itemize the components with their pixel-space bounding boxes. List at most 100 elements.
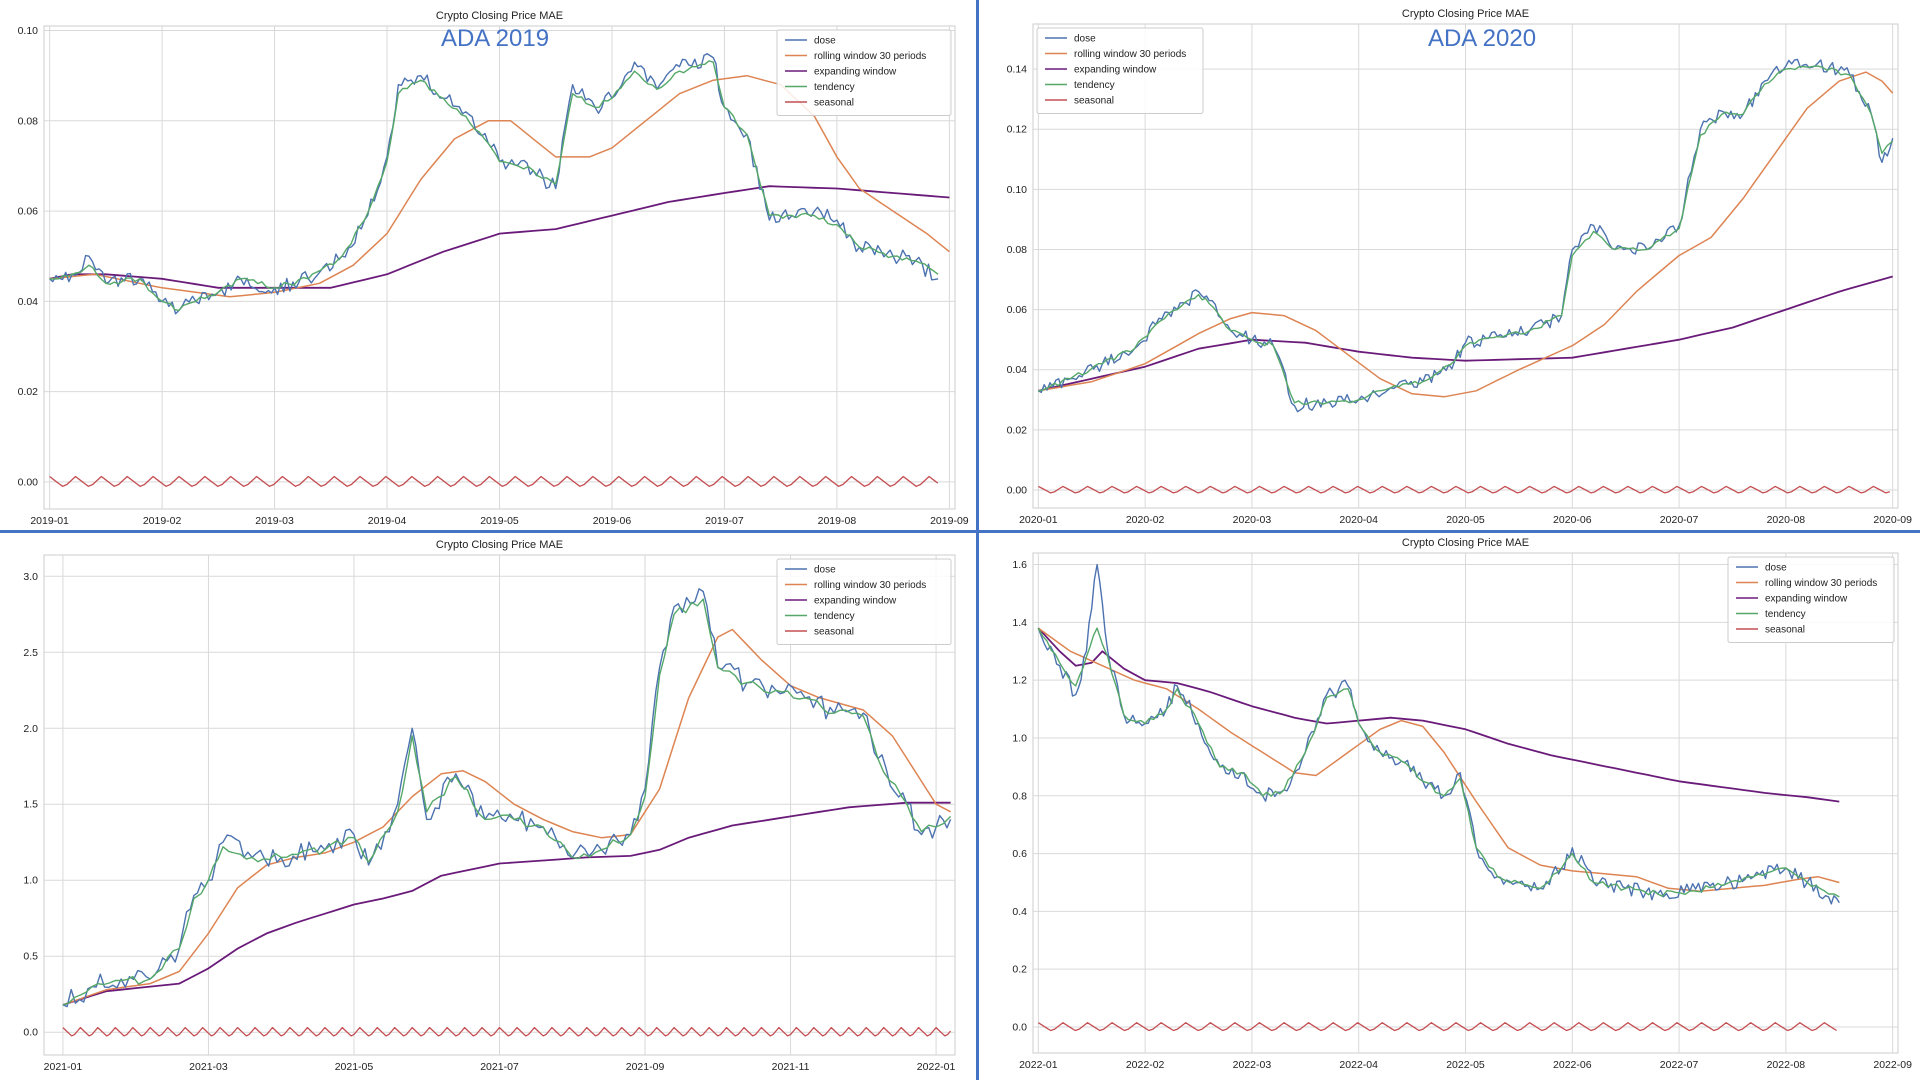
y-tick-label: 0.4 [1012,906,1027,918]
vertical-divider [976,0,979,1080]
y-tick-label: 0.12 [1007,124,1028,136]
y-tick-label: 0.2 [1012,964,1027,976]
y-tick-label: 2.0 [23,723,38,735]
y-tick-label: 0.00 [1007,484,1028,496]
y-tick-label: 0.0 [1012,1021,1027,1033]
series-line-tendency [62,598,952,1006]
y-tick-label: 1.5 [23,799,38,811]
chart-panel-ada-2019: Crypto Closing Price MAE 2019-01 2019-02 20… [0,0,976,531]
series-line-expanding [49,185,950,289]
y-tick-label: 0.06 [1007,304,1028,316]
x-tick-label: 2020-01 [1019,514,1058,526]
y-tick-label: 0.5 [23,951,38,963]
y-tick-label: 1.6 [1012,559,1027,571]
x-tick-label: 2022-01 [1019,1059,1058,1071]
legend-entry-tendency: tendency [1765,609,1806,620]
chart-annotation: ADA 2020 [1428,25,1536,52]
series-line-seasonal [1037,1022,1837,1032]
legend: dose rolling window 30 periods expanding w… [1036,27,1204,114]
x-tick-label: 2022-09 [1873,1059,1912,1071]
series-line-tendency [1038,65,1894,405]
y-tick-label: 0.04 [1007,364,1028,376]
x-tick-label: 2022-05 [1446,1059,1485,1071]
legend-entry-tendency: tendency [814,82,855,93]
chart-title: Crypto Closing Price MAE [436,10,563,22]
y-tick-label: 0.08 [1007,244,1028,256]
y-tick-label: 0.10 [1007,184,1028,196]
x-tick-label: 2022-01 [917,1061,956,1073]
legend-entry-rolling: rolling window 30 periods [814,51,926,62]
y-tick-label: 3.0 [23,571,38,583]
x-tick-label: 2020-06 [1553,514,1592,526]
legend-entry-seasonal: seasonal [814,98,854,109]
x-tick-label: 2021-11 [772,1061,810,1073]
legend-box [1727,556,1895,643]
x-tick-label: 2020-02 [1126,514,1165,526]
legend: dose rolling window 30 periods expanding w… [776,29,952,116]
y-tick-label: 1.0 [1012,732,1027,744]
series-line-seasonal [62,1026,952,1037]
legend: dose rolling window 30 periods expanding w… [1727,556,1895,643]
horizontal-divider [0,530,1920,533]
series-line-expanding [1038,275,1893,392]
series-line-tendency [49,60,939,312]
y-tick-label: 0.8 [1012,790,1027,802]
y-tick-label: 0.10 [18,25,39,37]
legend-box [1036,27,1204,114]
x-tick-label: 2019-02 [143,515,182,527]
chart-ada-2021: Crypto Closing Price MAE 2021-01 2021-03 20… [23,539,956,1073]
x-tick-label: 2019-03 [255,515,294,527]
chart-annotation: ADA 2019 [441,25,549,52]
legend-entry-expanding: expanding window [814,67,897,78]
y-tick-label: 0.08 [18,115,39,127]
chart-title: Crypto Closing Price MAE [436,539,563,551]
legend-entry-tendency: tendency [1074,80,1115,91]
legend-entry-tendency: tendency [814,611,855,622]
x-tick-label: 2022-07 [1660,1059,1699,1071]
x-tick-label: 2021-05 [335,1061,374,1073]
x-tick-label: 2019-04 [368,515,407,527]
chart-panel-ada-2022: Crypto Closing Price MAE 2022-01 2022-02 20… [979,533,1920,1080]
legend-box [776,558,952,645]
series-line-rolling [1037,627,1840,892]
x-tick-label: 2020-05 [1446,514,1485,526]
series-line-rolling [1038,71,1894,398]
legend-entry-dose: dose [1765,563,1787,574]
x-tick-label: 2022-06 [1553,1059,1592,1071]
x-tick-label: 2022-04 [1339,1059,1378,1071]
y-tick-label: 0.02 [1007,424,1028,436]
series-line-dose [49,53,939,315]
x-tick-label: 2019-06 [593,515,632,527]
chart-title: Crypto Closing Price MAE [1402,8,1529,20]
y-tick-label: 0.00 [18,476,39,488]
legend-entry-expanding: expanding window [1074,65,1157,76]
y-tick-label: 0.14 [1007,64,1028,76]
legend-entry-dose: dose [814,36,836,47]
chart-title: Crypto Closing Price MAE [1402,537,1529,549]
legend-box [776,29,952,116]
chart-ada-2019: Crypto Closing Price MAE 2019-01 2019-02 20… [18,10,969,527]
y-tick-label: 0.04 [18,296,39,308]
x-tick-label: 2020-04 [1339,514,1378,526]
x-tick-label: 2019-05 [480,515,519,527]
legend-entry-rolling: rolling window 30 periods [1765,578,1877,589]
y-tick-label: 0.0 [23,1027,38,1039]
chart-panel-ada-2021: Crypto Closing Price MAE 2021-01 2021-03 20… [0,533,976,1080]
chart-ada-2022: Crypto Closing Price MAE 2022-01 2022-02 20… [1012,537,1912,1071]
x-tick-label: 2022-03 [1233,1059,1272,1071]
series-line-expanding [62,801,951,1006]
chart-ada-2020: Crypto Closing Price MAE 2020-01 2020-02 20… [1007,8,1913,526]
legend-entry-rolling: rolling window 30 periods [814,580,926,591]
x-tick-label: 2020-03 [1233,514,1272,526]
x-tick-label: 2021-01 [44,1061,83,1073]
series-line-dose [1037,58,1894,413]
x-tick-label: 2021-03 [189,1061,228,1073]
series-line-rolling [62,628,951,1006]
x-tick-label: 2020-09 [1873,514,1912,526]
series-line-seasonal [1038,485,1890,494]
series-line-expanding [1037,627,1840,803]
x-tick-label: 2020-08 [1767,514,1806,526]
legend-entry-expanding: expanding window [1765,594,1848,605]
y-tick-label: 0.02 [18,386,39,398]
y-tick-label: 0.06 [18,206,39,218]
